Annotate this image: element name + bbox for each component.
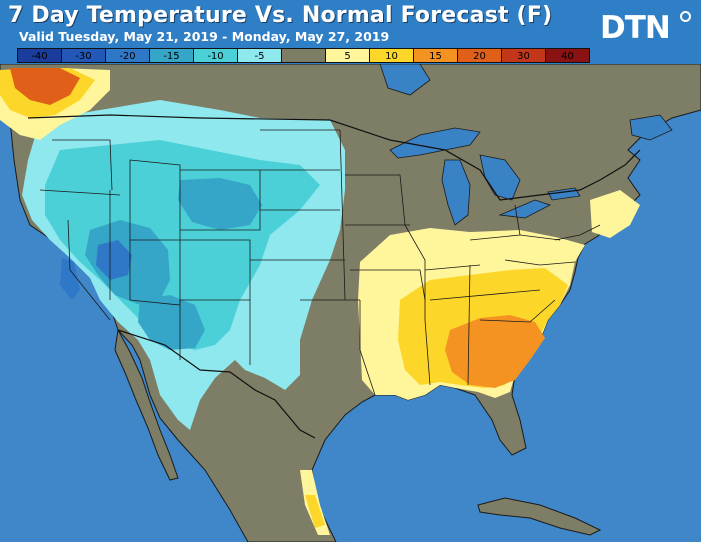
dtn-logo: DTN xyxy=(600,10,671,46)
color-legend: -40 -30 -20 -15 -10 -5 5 10 15 20 30 40 xyxy=(17,48,590,63)
anomaly-plus15-southeast xyxy=(445,315,545,388)
legend-swatch: 20 xyxy=(457,48,502,63)
state-boundaries xyxy=(39,129,601,396)
anomaly-plus10-mexico-coast xyxy=(305,495,325,528)
legend-swatch: 5 xyxy=(325,48,370,63)
map-subtitle: Valid Tuesday, May 21, 2019 - Monday, Ma… xyxy=(19,29,390,44)
dtn-logo-dot-icon xyxy=(680,11,691,22)
legend-swatch: -30 xyxy=(61,48,106,63)
border-us-mexico xyxy=(117,329,316,439)
lake-michigan xyxy=(441,159,471,226)
legend-swatch: 30 xyxy=(501,48,546,63)
legend-swatch xyxy=(281,48,326,63)
land-cuba xyxy=(477,497,602,536)
gulf-of-st-lawrence xyxy=(629,114,673,141)
legend-swatch: 15 xyxy=(413,48,458,63)
anomaly-minus15-arizona xyxy=(138,295,205,350)
legend-swatch: -10 xyxy=(193,48,238,63)
map-title: 7 Day Temperature Vs. Normal Forecast (F… xyxy=(8,3,553,28)
legend-swatch: -40 xyxy=(17,48,62,63)
lake-superior xyxy=(389,127,481,159)
land-baja-california xyxy=(114,328,179,481)
border-us-canada xyxy=(27,114,641,201)
hudson-bay-edge xyxy=(379,63,431,96)
anomaly-minus15-wyoming xyxy=(178,178,262,230)
legend-swatch: -20 xyxy=(105,48,150,63)
anomaly-minus20-nevada xyxy=(96,240,132,280)
legend-swatch: 40 xyxy=(545,48,590,63)
anomaly-minus20-california xyxy=(60,258,80,300)
legend-swatch: -5 xyxy=(237,48,282,63)
anomaly-plus5-northeast xyxy=(590,190,640,238)
anomaly-plus20-british-columbia xyxy=(10,68,80,105)
legend-swatch: 10 xyxy=(369,48,414,63)
legend-swatch: -15 xyxy=(149,48,194,63)
